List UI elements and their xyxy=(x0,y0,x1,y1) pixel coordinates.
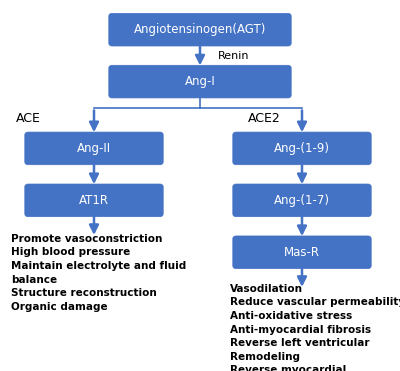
Text: ACE: ACE xyxy=(16,112,41,125)
Text: Promote vasoconstriction
High blood pressure
Maintain electrolyte and fluid
bala: Promote vasoconstriction High blood pres… xyxy=(11,234,186,312)
Text: Angiotensinogen(AGT): Angiotensinogen(AGT) xyxy=(134,23,266,36)
Text: Ang-I: Ang-I xyxy=(185,75,215,88)
Text: AT1R: AT1R xyxy=(79,194,109,207)
FancyBboxPatch shape xyxy=(233,184,371,217)
Text: Ang-II: Ang-II xyxy=(77,142,111,155)
Text: Vasodilation
Reduce vascular permeability
Anti-oxidative stress
Anti-myocardial : Vasodilation Reduce vascular permeabilit… xyxy=(230,284,400,371)
Text: Ang-(1-9): Ang-(1-9) xyxy=(274,142,330,155)
Text: ACE2: ACE2 xyxy=(248,112,281,125)
FancyBboxPatch shape xyxy=(233,132,371,165)
FancyBboxPatch shape xyxy=(233,236,371,269)
FancyBboxPatch shape xyxy=(25,184,163,217)
FancyBboxPatch shape xyxy=(25,132,163,165)
Text: Mas-R: Mas-R xyxy=(284,246,320,259)
Text: Ang-(1-7): Ang-(1-7) xyxy=(274,194,330,207)
Text: Renin: Renin xyxy=(218,52,250,61)
FancyBboxPatch shape xyxy=(109,13,291,46)
FancyBboxPatch shape xyxy=(109,65,291,98)
